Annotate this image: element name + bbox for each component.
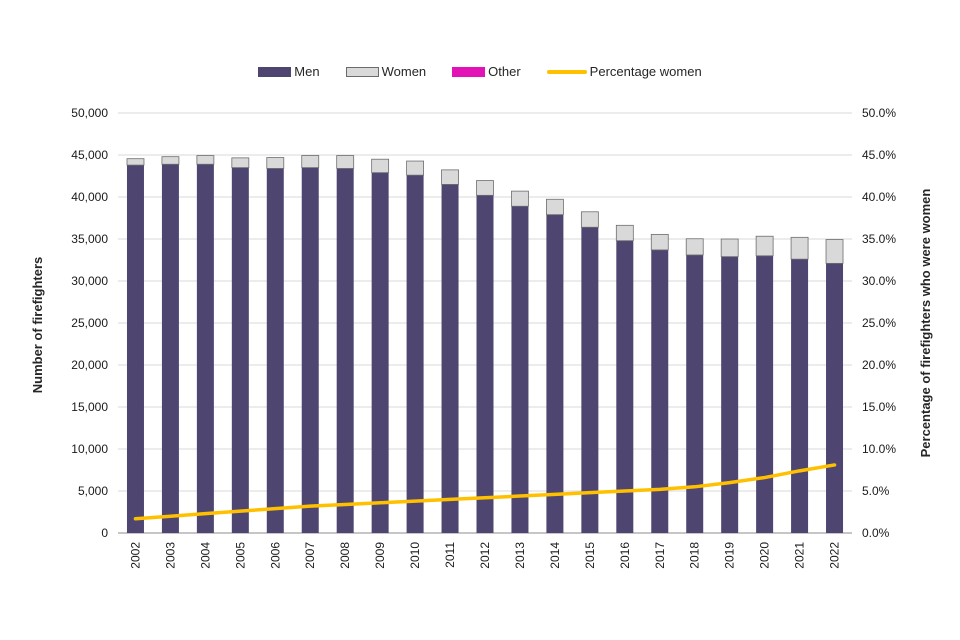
svg-text:2013: 2013: [513, 542, 527, 569]
svg-text:2003: 2003: [163, 542, 177, 569]
men-swatch: [258, 66, 292, 77]
svg-text:2017: 2017: [653, 542, 667, 569]
svg-text:0.0%: 0.0%: [862, 526, 890, 540]
legend: Men Women Other Percentage women: [0, 64, 960, 79]
svg-text:2020: 2020: [758, 542, 772, 569]
svg-text:2018: 2018: [688, 542, 702, 569]
svg-text:2005: 2005: [233, 542, 247, 569]
svg-text:45,000: 45,000: [71, 148, 108, 162]
svg-text:40.0%: 40.0%: [862, 190, 896, 204]
svg-text:2008: 2008: [338, 542, 352, 569]
svg-text:25.0%: 25.0%: [862, 316, 896, 330]
svg-text:40,000: 40,000: [71, 190, 108, 204]
svg-text:2014: 2014: [548, 542, 562, 569]
svg-text:30,000: 30,000: [71, 274, 108, 288]
legend-item-men: Men: [258, 64, 320, 79]
svg-text:50.0%: 50.0%: [862, 106, 896, 120]
legend-item-other: Other: [452, 64, 521, 79]
other-swatch: [452, 66, 486, 77]
svg-text:2021: 2021: [793, 542, 807, 569]
svg-text:2012: 2012: [478, 542, 492, 569]
svg-text:2019: 2019: [723, 542, 737, 569]
percentage-women-line-swatch: [546, 69, 587, 74]
women-swatch: [345, 66, 379, 77]
svg-text:2006: 2006: [268, 542, 282, 569]
svg-text:2016: 2016: [618, 542, 632, 569]
svg-text:10.0%: 10.0%: [862, 442, 896, 456]
svg-text:25,000: 25,000: [71, 316, 108, 330]
svg-text:2015: 2015: [583, 542, 597, 569]
legend-item-percentage-women: Percentage women: [546, 64, 702, 79]
svg-text:2010: 2010: [408, 542, 422, 569]
svg-text:2022: 2022: [828, 542, 842, 569]
svg-text:50,000: 50,000: [71, 106, 108, 120]
svg-text:45.0%: 45.0%: [862, 148, 896, 162]
svg-text:0: 0: [101, 526, 108, 540]
svg-text:30.0%: 30.0%: [862, 274, 896, 288]
svg-text:2009: 2009: [373, 542, 387, 569]
legend-label-men: Men: [294, 64, 320, 79]
svg-text:15.0%: 15.0%: [862, 400, 896, 414]
svg-text:2007: 2007: [303, 542, 317, 569]
legend-label-women: Women: [381, 64, 427, 79]
svg-text:2004: 2004: [198, 542, 212, 569]
svg-text:2011: 2011: [443, 542, 457, 568]
svg-text:35,000: 35,000: [71, 232, 108, 246]
legend-label-other: Other: [488, 64, 521, 79]
svg-text:20.0%: 20.0%: [862, 358, 896, 372]
svg-text:5,000: 5,000: [78, 484, 108, 498]
legend-label-percentage-women: Percentage women: [589, 64, 702, 79]
svg-text:10,000: 10,000: [71, 442, 108, 456]
svg-text:15,000: 15,000: [71, 400, 108, 414]
svg-text:20,000: 20,000: [71, 358, 108, 372]
svg-text:5.0%: 5.0%: [862, 484, 890, 498]
svg-text:35.0%: 35.0%: [862, 232, 896, 246]
svg-text:2002: 2002: [128, 542, 142, 569]
legend-item-women: Women: [345, 64, 427, 79]
